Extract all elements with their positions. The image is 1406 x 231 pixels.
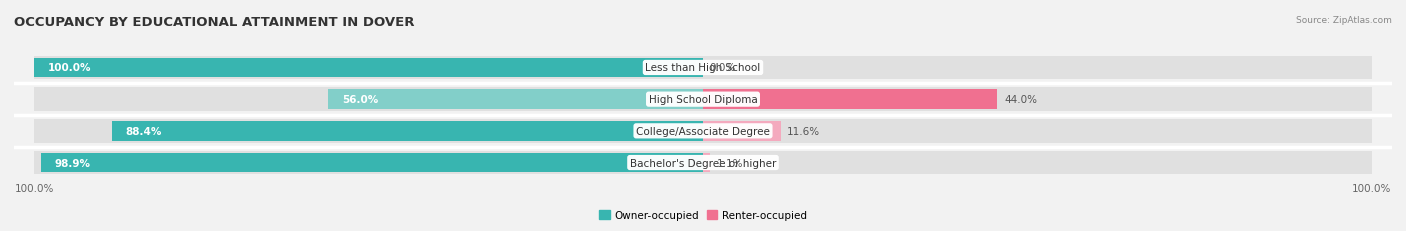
Text: 88.4%: 88.4% [125,126,162,136]
Bar [703,151,1372,174]
Text: 100.0%: 100.0% [48,63,91,73]
Text: OCCUPANCY BY EDUCATIONAL ATTAINMENT IN DOVER: OCCUPANCY BY EDUCATIONAL ATTAINMENT IN D… [14,16,415,29]
Bar [42,153,703,173]
Text: 0.0%: 0.0% [710,63,735,73]
Bar [329,90,703,109]
Bar [111,122,703,141]
Text: High School Diploma: High School Diploma [648,95,758,105]
Bar [34,88,703,111]
Text: 56.0%: 56.0% [342,95,378,105]
Bar [34,151,703,174]
Text: College/Associate Degree: College/Associate Degree [636,126,770,136]
Text: Source: ZipAtlas.com: Source: ZipAtlas.com [1296,16,1392,25]
Bar [703,57,1372,80]
Bar [703,90,997,109]
Bar [703,122,780,141]
Text: 44.0%: 44.0% [1004,95,1038,105]
Bar [703,88,1372,111]
Text: 1.1%: 1.1% [717,158,744,168]
Legend: Owner-occupied, Renter-occupied: Owner-occupied, Renter-occupied [595,206,811,224]
Text: 11.6%: 11.6% [787,126,821,136]
Text: Bachelor's Degree or higher: Bachelor's Degree or higher [630,158,776,168]
Text: 98.9%: 98.9% [55,158,91,168]
Text: Less than High School: Less than High School [645,63,761,73]
Bar [34,58,703,78]
Bar [703,153,710,173]
Bar [703,120,1372,143]
Bar [34,120,703,143]
Bar [34,57,703,80]
